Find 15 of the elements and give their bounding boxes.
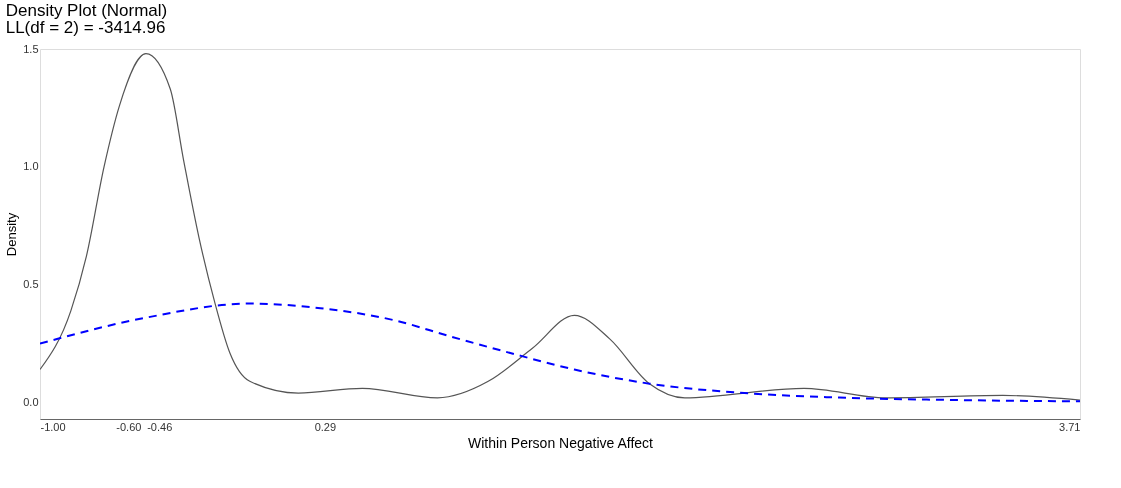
x-tick-label: -0.46 bbox=[147, 420, 173, 433]
x-tick-label: -1.00 bbox=[40, 420, 66, 433]
chart-title: Density Plot (Normal) bbox=[5, 1, 168, 20]
y-tick-label: 0.5 bbox=[23, 278, 39, 291]
chart-subtitle: LL(df = 2) = -3414.96 bbox=[5, 18, 166, 37]
x-axis-title: Within Person Negative Affect bbox=[468, 434, 654, 451]
line-series bbox=[40, 302, 1080, 403]
y-tick-label: 1.5 bbox=[23, 42, 39, 55]
y-axis-title: Density bbox=[4, 212, 20, 257]
x-tick-label: 0.29 bbox=[314, 420, 337, 433]
y-tick-label: 1.0 bbox=[23, 160, 39, 173]
x-tick-label: -0.60 bbox=[116, 420, 142, 433]
line-series bbox=[40, 53, 1080, 401]
x-tick-label: 3.71 bbox=[1059, 420, 1081, 433]
y-tick-label: 0.0 bbox=[23, 396, 39, 408]
